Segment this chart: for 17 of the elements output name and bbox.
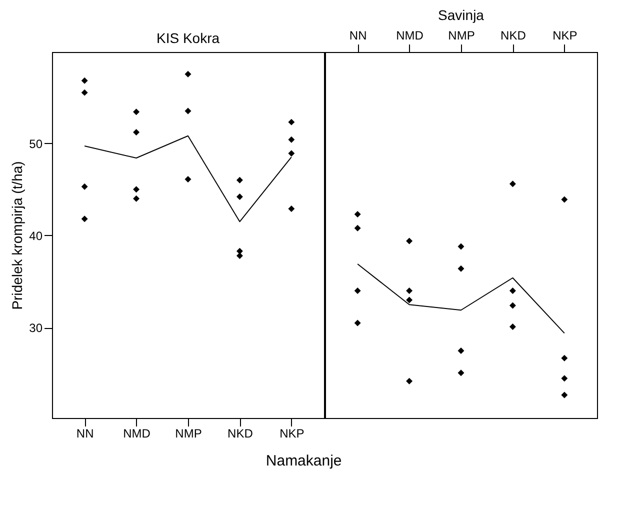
chart-title: KIS Kokra bbox=[156, 30, 220, 46]
y-tick-label: 40 bbox=[29, 228, 43, 243]
x-tick-label: NN bbox=[349, 28, 367, 42]
x-tick-label: NKP bbox=[552, 28, 578, 42]
x-tick-label: NMD bbox=[396, 28, 424, 42]
x-axis-title: Namakanje bbox=[266, 452, 342, 470]
x-tick-label: NKD bbox=[500, 28, 526, 42]
chart-title: Savinja bbox=[438, 7, 484, 23]
x-tick-label: NKP bbox=[280, 426, 304, 440]
y-tick-label: 30 bbox=[29, 321, 43, 336]
x-tick-label: NMD bbox=[123, 426, 151, 440]
y-axis-title: Pridelek krompirja (t/ha) bbox=[9, 161, 26, 310]
x-tick-label: NMP bbox=[175, 426, 202, 440]
x-tick-label: NMP bbox=[448, 28, 475, 42]
x-tick-label: NN bbox=[76, 426, 94, 440]
x-tick-label: NKD bbox=[228, 426, 254, 440]
y-tick-label: 50 bbox=[29, 136, 43, 151]
